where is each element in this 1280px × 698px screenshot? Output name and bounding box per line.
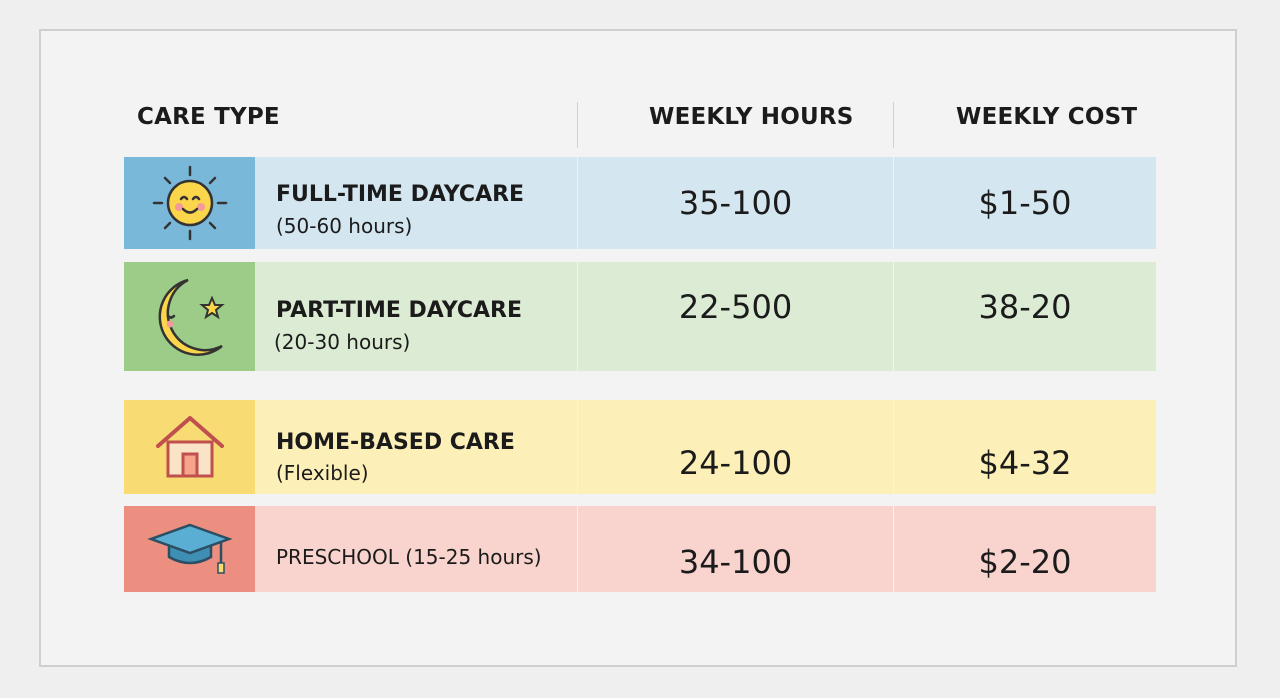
cap-icon (146, 523, 233, 574)
cost: $4-32 (978, 444, 1072, 482)
cost: $1-50 (978, 184, 1072, 222)
name-cell: PRESCHOOL (15-25 hours) (255, 506, 577, 592)
care-name: FULL-TIME DAYCARE (276, 182, 525, 207)
hours: 22-500 (678, 288, 793, 326)
cost: 38-20 (978, 288, 1072, 326)
cost-cell: $2-20 (894, 506, 1156, 592)
header: WEEKLY COST (956, 104, 1138, 130)
cost-cell: $1-50 (894, 157, 1156, 249)
care-name: PRESCHOOL (15-25 hours) (276, 545, 542, 569)
moon-icon (158, 278, 225, 356)
header: CARE TYPE (137, 104, 280, 130)
cost-cell: 38-20 (894, 262, 1156, 371)
separator (893, 102, 894, 148)
icon-cell (124, 506, 255, 592)
care-detail: (Flexible) (276, 461, 369, 485)
care-name: PART-TIME DAYCARE (276, 298, 522, 323)
hours: 34-100 (678, 543, 793, 581)
hours-cell: 35-100 (578, 157, 893, 249)
icon-cell (124, 262, 255, 371)
cost: $2-20 (978, 543, 1072, 581)
cost-cell: $4-32 (894, 400, 1156, 494)
care-detail: (50-60 hours) (276, 214, 413, 238)
hours-cell: 24-100 (578, 400, 893, 494)
hours: 24-100 (678, 444, 793, 482)
icon-cell (124, 157, 255, 249)
care-name: HOME-BASED CARE (276, 430, 515, 455)
sun-icon (152, 165, 227, 241)
hours: 35-100 (678, 184, 793, 222)
hours-cell: 22-500 (578, 262, 893, 371)
care-detail: (20-30 hours) (274, 330, 411, 354)
name-cell: PART-TIME DAYCARE (20-30 hours) (255, 262, 577, 371)
icon-cell (124, 400, 255, 494)
name-cell: HOME-BASED CARE (Flexible) (255, 400, 577, 494)
hours-cell: 34-100 (578, 506, 893, 592)
house-icon (155, 416, 224, 478)
separator (577, 102, 578, 148)
header: WEEKLY HOURS (649, 104, 854, 130)
name-cell: FULL-TIME DAYCARE (50-60 hours) (255, 157, 577, 249)
